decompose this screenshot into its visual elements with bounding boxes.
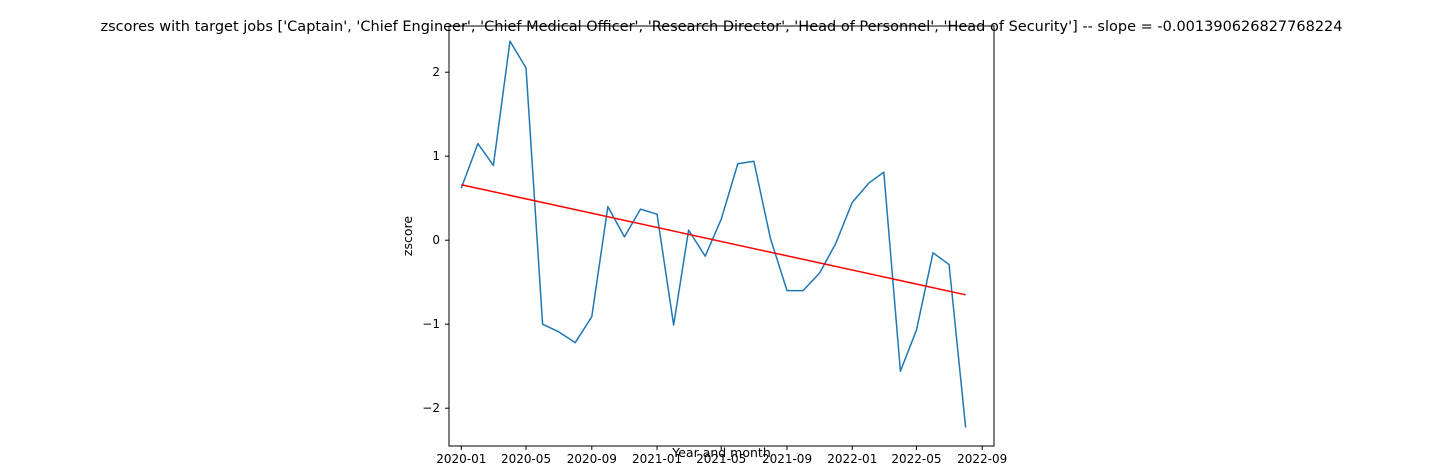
x-axis: 2020-01 2020-05 2020-09 2021-01 2021-05 2021-… bbox=[436, 446, 1007, 466]
x-axis-label: Year and month bbox=[671, 445, 771, 460]
y-tick-label: −2 bbox=[422, 401, 440, 415]
x-tick-label: 2021-01 bbox=[632, 452, 682, 466]
x-tick-label: 2021-09 bbox=[762, 452, 812, 466]
series-layer bbox=[460, 40, 967, 428]
x-tick-label: 2020-09 bbox=[567, 452, 617, 466]
x-tick-label: 2022-05 bbox=[891, 452, 941, 466]
x-tick-label: 2020-05 bbox=[501, 452, 551, 466]
x-tick-label: 2020-01 bbox=[436, 452, 486, 466]
y-tick-label: 2 bbox=[432, 65, 440, 79]
trend-line bbox=[461, 184, 966, 296]
x-tick-label: 2022-09 bbox=[957, 452, 1007, 466]
x-tick-label: 2022-01 bbox=[827, 452, 877, 466]
x-tick-label: 2021-05 bbox=[696, 452, 746, 466]
zscore-line bbox=[460, 40, 967, 428]
y-tick-label: −1 bbox=[422, 317, 440, 331]
y-tick-label: 1 bbox=[432, 149, 440, 163]
y-tick-label: 0 bbox=[432, 233, 440, 247]
y-axis: −2 −1 0 1 2 bbox=[422, 65, 449, 415]
chart-title: zscores with target jobs ['Captain', 'Ch… bbox=[100, 19, 1342, 35]
y-axis-label: zscore bbox=[400, 216, 415, 256]
